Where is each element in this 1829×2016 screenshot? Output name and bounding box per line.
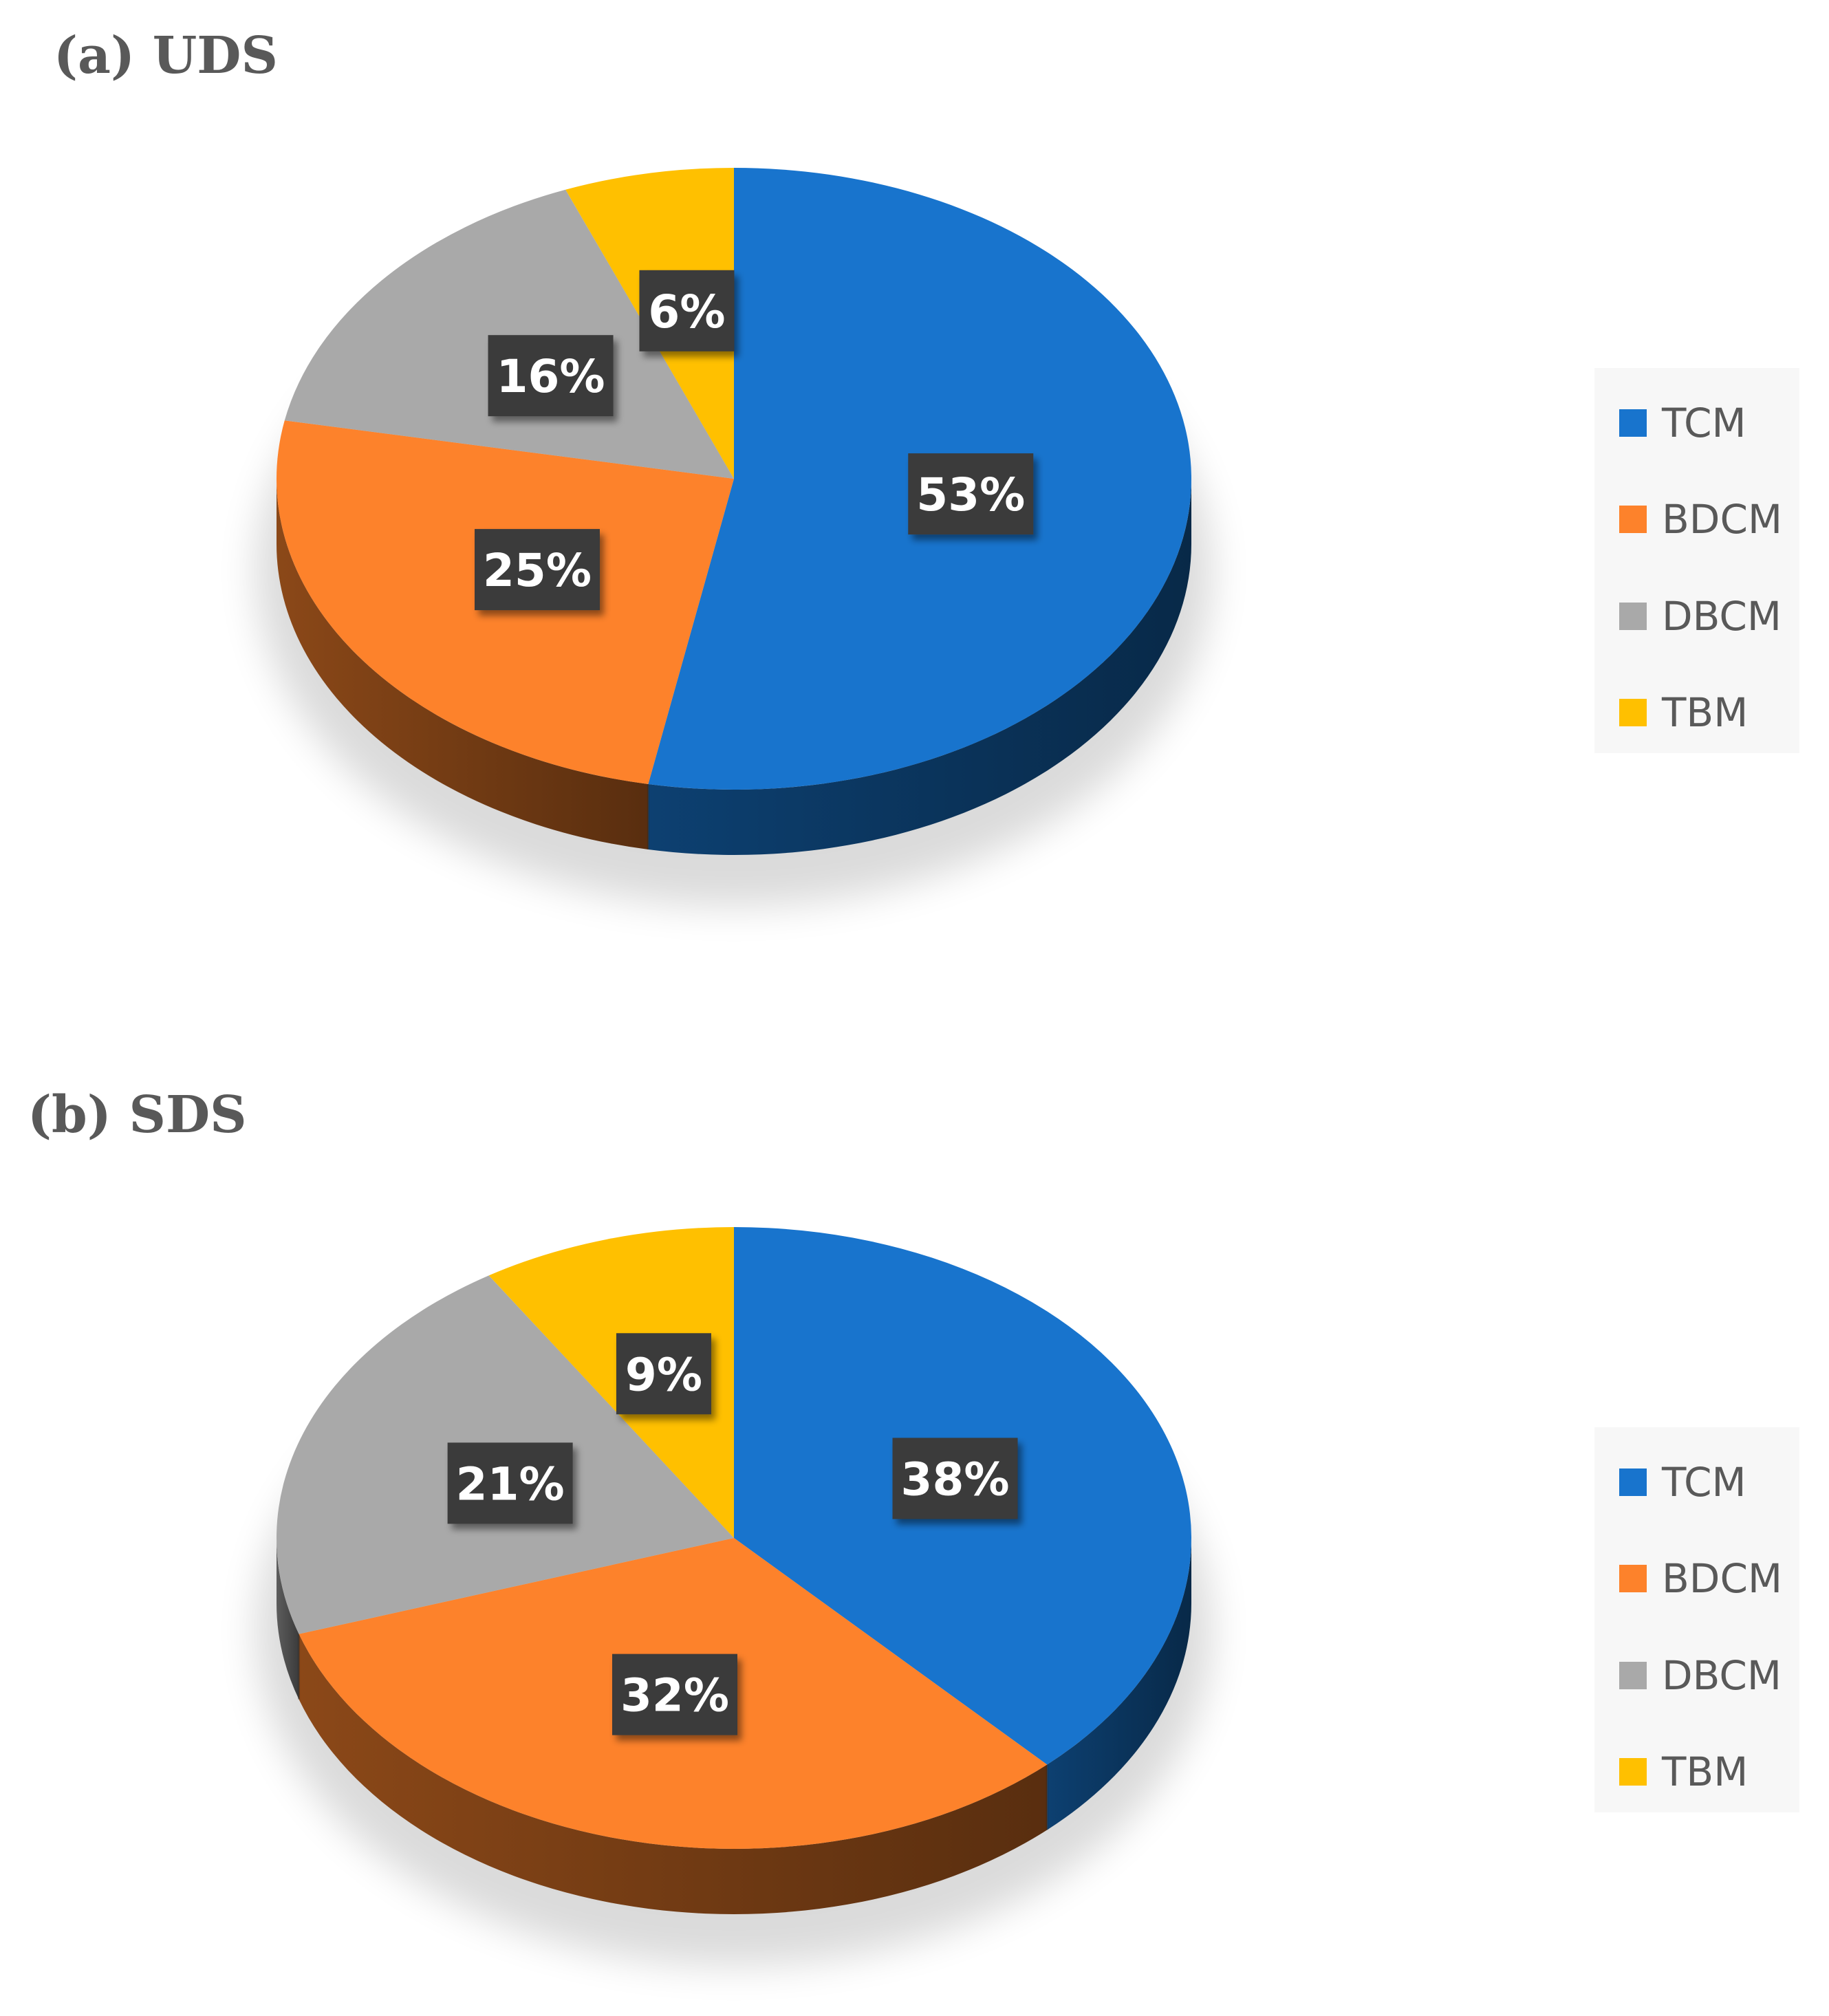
data-label-text: 53% xyxy=(916,468,1025,521)
data-label-box xyxy=(892,1438,1018,1519)
legend-swatch xyxy=(1619,409,1647,437)
data-label-box xyxy=(639,270,735,351)
legend-a: TCM BDCM DBCM TBM xyxy=(1594,368,1799,753)
legend-swatch xyxy=(1619,699,1647,726)
legend-label: DBCM xyxy=(1662,593,1782,640)
pie-slice-side-dbcm xyxy=(277,1538,299,1700)
data-label-text: 16% xyxy=(497,350,605,403)
data-label-box xyxy=(612,1654,738,1735)
data-label-text: 21% xyxy=(456,1457,565,1510)
pie-slice-side-tcm xyxy=(1047,1538,1191,1830)
legend-b: TCM BDCM DBCM TBM xyxy=(1594,1427,1799,1812)
legend-item-bdcm: BDCM xyxy=(1619,1551,1782,1606)
legend-item-tcm: TCM xyxy=(1619,1455,1746,1510)
legend-label: TCM xyxy=(1662,400,1746,446)
legend-swatch xyxy=(1619,506,1647,533)
pie-slice-side-bdcm xyxy=(277,479,649,849)
legend-label: BDCM xyxy=(1662,496,1782,543)
data-label-text: 32% xyxy=(620,1669,729,1722)
legend-swatch xyxy=(1619,1758,1647,1786)
data-label-box xyxy=(488,335,614,417)
data-label-tbm: 6% xyxy=(639,270,735,351)
legend-swatch xyxy=(1619,603,1647,630)
pie-slice-tbm xyxy=(488,1227,734,1538)
legend-item-dbcm: DBCM xyxy=(1619,589,1782,644)
data-label-tbm: 9% xyxy=(616,1333,711,1415)
pie-slice-side-bdcm xyxy=(299,1634,1048,1914)
legend-swatch xyxy=(1619,1565,1647,1592)
legend-label: TBM xyxy=(1662,689,1749,736)
data-label-dbcm: 21% xyxy=(447,1442,573,1524)
data-label-text: 6% xyxy=(648,285,725,338)
legend-label: TBM xyxy=(1662,1748,1749,1795)
data-label-text: 25% xyxy=(483,544,592,597)
data-label-text: 38% xyxy=(901,1453,1010,1506)
legend-label: TCM xyxy=(1662,1459,1746,1506)
chart-title-a: (a) UDS xyxy=(54,26,278,85)
pie-slice-dbcm xyxy=(284,189,734,479)
legend-label: DBCM xyxy=(1662,1652,1782,1699)
legend-label: BDCM xyxy=(1662,1555,1782,1602)
data-label-tcm: 38% xyxy=(892,1438,1018,1519)
legend-item-tcm: TCM xyxy=(1619,395,1746,451)
legend-item-dbcm: DBCM xyxy=(1619,1648,1782,1703)
data-label-bdcm: 32% xyxy=(612,1654,738,1735)
legend-item-tbm: TBM xyxy=(1619,685,1748,740)
chart-title-b: (b) SDS xyxy=(28,1085,247,1145)
legend-swatch xyxy=(1619,1468,1647,1496)
data-label-bdcm: 25% xyxy=(474,529,600,611)
data-label-box xyxy=(616,1333,711,1415)
legend-swatch xyxy=(1619,1662,1647,1689)
data-label-box xyxy=(447,1442,573,1524)
data-label-box xyxy=(908,453,1034,535)
legend-item-bdcm: BDCM xyxy=(1619,492,1782,547)
data-label-dbcm: 16% xyxy=(488,335,614,417)
data-label-text: 9% xyxy=(625,1348,702,1401)
legend-item-tbm: TBM xyxy=(1619,1744,1748,1799)
pie-chart-b: 38% 32% 21% 9% xyxy=(256,1227,1212,1966)
pie-slice-side-tcm xyxy=(648,479,1191,855)
pie-chart-a: 53% 25% 16% 6% xyxy=(256,168,1212,907)
data-label-box xyxy=(474,529,600,611)
data-label-tcm: 53% xyxy=(908,453,1034,535)
